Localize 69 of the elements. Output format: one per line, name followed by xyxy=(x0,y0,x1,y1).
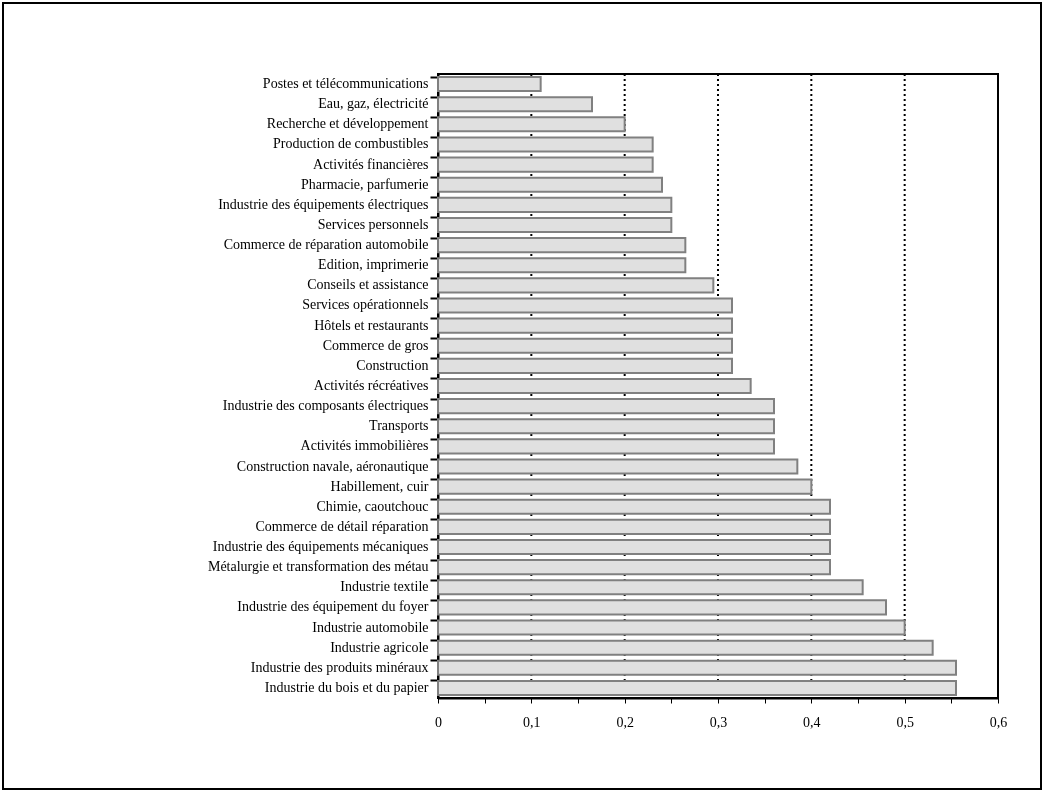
y-tick-label: Construction navale, aéronautique xyxy=(236,458,429,474)
y-tick-label: Transports xyxy=(369,418,429,434)
bar xyxy=(437,237,687,254)
bar xyxy=(437,257,687,274)
y-tick-label: Production de combustibles xyxy=(272,136,429,152)
bar xyxy=(437,156,654,173)
bar xyxy=(437,196,673,213)
bar xyxy=(437,498,831,515)
y-tick-label: Industrie automobile xyxy=(312,619,429,635)
bar xyxy=(437,659,957,676)
bar xyxy=(437,76,542,93)
bar xyxy=(437,398,775,415)
bar xyxy=(437,518,831,535)
bar xyxy=(437,96,593,113)
bar xyxy=(437,176,663,193)
y-tick-label: Activités immobilières xyxy=(300,438,429,454)
bar xyxy=(437,538,831,556)
bar xyxy=(437,297,733,314)
y-tick-label: Activités récréatives xyxy=(313,378,429,393)
bar xyxy=(437,599,887,616)
bar xyxy=(437,116,626,133)
bar xyxy=(437,337,733,354)
y-tick-label: Hôtels et restaurants xyxy=(314,317,429,333)
x-tick-label: 0,2 xyxy=(616,714,634,730)
y-tick-label: Conseils et assistance xyxy=(307,277,429,293)
y-tick-label: Eau, gaz, électricité xyxy=(318,96,429,112)
x-tick-label: 0,6 xyxy=(989,714,1008,730)
y-tick-label: Industrie des produits minéraux xyxy=(250,659,429,675)
y-tick-label: Industrie des équipements mécaniques xyxy=(212,539,429,555)
y-tick-label: Métalurgie et transformation des métau xyxy=(207,559,429,575)
y-tick-label: Commerce de gros xyxy=(322,337,429,353)
y-tick-label: Postes et télécommunications xyxy=(262,76,429,92)
bar xyxy=(437,317,733,334)
y-tick-label: Activités financières xyxy=(313,156,429,172)
x-tick-label: 0,4 xyxy=(803,714,821,730)
y-tick-label: Industrie du bois et du papier xyxy=(264,679,429,695)
bar xyxy=(437,579,864,596)
bar xyxy=(437,418,775,435)
y-tick-label: Chimie, caoutchouc xyxy=(316,498,429,514)
y-tick-label: Edition, imprimerie xyxy=(318,257,429,273)
y-tick-label: Commerce de réparation automobile xyxy=(223,237,429,253)
bar xyxy=(437,619,906,636)
y-tick-label: Habillement, cuir xyxy=(330,478,429,494)
x-tick-label: 0,3 xyxy=(709,714,728,730)
y-tick-label: Industrie des équipement du foyer xyxy=(237,599,429,615)
bar xyxy=(437,377,752,395)
y-tick-label: Commerce de détail réparation xyxy=(255,518,429,534)
y-tick-label: Services opérationnels xyxy=(302,297,429,313)
x-tick-label: 0 xyxy=(435,714,442,730)
bar xyxy=(437,277,715,294)
y-tick-label: Pharmacie, parfumerie xyxy=(301,176,429,192)
bar xyxy=(437,357,733,374)
bar xyxy=(437,679,957,696)
x-tick-label: 0,1 xyxy=(523,714,541,730)
y-tick-label: Industrie des équipements électriques xyxy=(218,196,429,212)
bar xyxy=(437,559,831,576)
y-tick-label: Services personnels xyxy=(317,216,429,232)
y-tick-label: Industrie des composants électriques xyxy=(222,398,429,414)
y-tick-label: Industrie agricole xyxy=(330,639,429,655)
bar xyxy=(437,478,813,495)
bar xyxy=(437,136,654,153)
bar xyxy=(437,438,775,455)
y-tick-label: Construction xyxy=(356,357,429,373)
y-tick-label: Recherche et développement xyxy=(266,116,429,132)
bar xyxy=(437,216,673,234)
x-tick-label: 0,5 xyxy=(896,714,914,730)
bar xyxy=(437,639,934,656)
y-tick-label: Industrie textile xyxy=(340,579,429,595)
bar xyxy=(437,458,799,475)
